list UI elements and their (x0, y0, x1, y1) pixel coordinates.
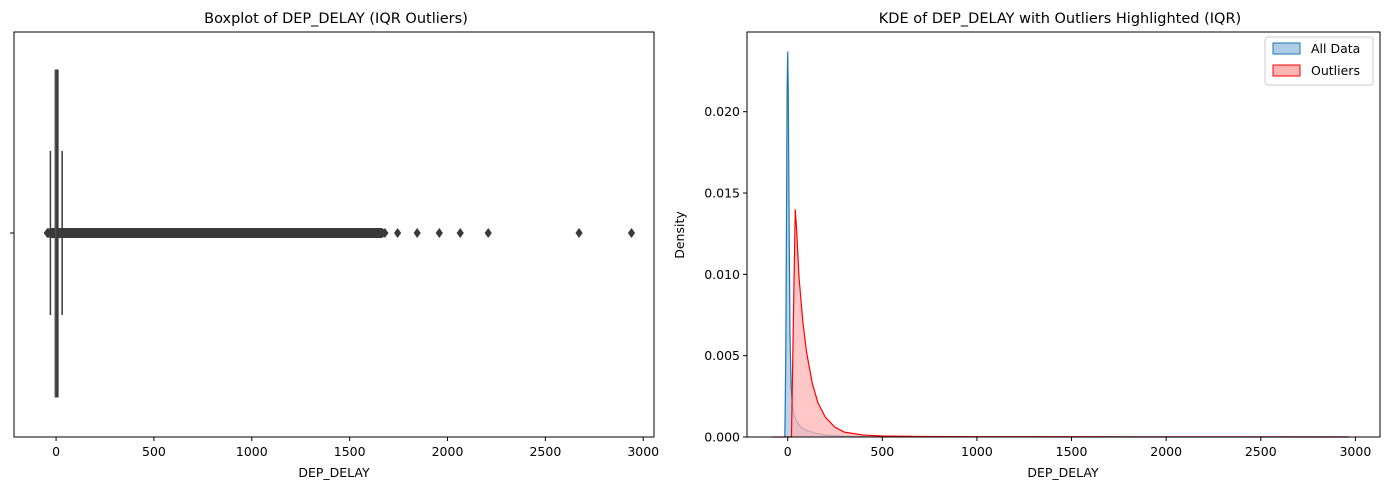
outlier-point (44, 228, 52, 238)
outlier-point (367, 228, 375, 238)
kde-ticks: 0 500 1000 1500 2000 2500 3000 0.000 0.005 0.010 0… (704, 104, 1371, 459)
outlier-point (627, 228, 636, 238)
outlier-point (322, 228, 330, 238)
kde-y-tick-label: 0.020 (704, 104, 740, 119)
outlier-point (342, 228, 350, 238)
outlier-point (377, 228, 385, 238)
kde-y-tick-label: 0.000 (704, 430, 740, 445)
kde-y-axis-label: Density (672, 211, 687, 259)
kde-y-tick-label: 0.010 (704, 267, 740, 282)
kde-plot-frame (746, 31, 1381, 438)
kde-x-tick-label: 2500 (1245, 444, 1277, 459)
kde-x-tick-label: 3000 (1339, 444, 1371, 459)
outlier-point (373, 228, 381, 238)
legend-label-all-data: All Data (1311, 41, 1360, 56)
boxplot-marks (43, 69, 636, 398)
outlier-point (484, 228, 492, 238)
outlier-point (348, 228, 356, 238)
outlier-cluster (47, 228, 385, 238)
kde-area-all-data (784, 51, 1348, 438)
kde-line-all-data (784, 51, 1348, 438)
boxplot-x-tick-label: 1500 (334, 444, 366, 459)
boxplot-x-tick-label: 500 (142, 444, 166, 459)
kde-x-tick-label: 500 (870, 444, 894, 459)
outlier-point (363, 228, 371, 238)
boxplot-x-tick-label: 1000 (236, 444, 268, 459)
kde-x-axis-label: DEP_DELAY (1027, 465, 1099, 480)
legend-label-outliers: Outliers (1311, 63, 1360, 78)
outlier-point (435, 228, 443, 238)
kde-x-tick-label: 1000 (961, 444, 993, 459)
kde-title: KDE of DEP_DELAY with Outliers Highlight… (879, 11, 1241, 27)
kde-y-tick-label: 0.015 (704, 186, 740, 201)
outlier-point (357, 228, 366, 238)
boxplot-x-tick-label: 0 (52, 444, 60, 459)
kde-legend: All Data Outliers (1264, 36, 1374, 86)
kde-x-tick-label: 1500 (1056, 444, 1088, 459)
iqr-box (54, 69, 59, 398)
outlier-point (330, 228, 338, 238)
kde-x-tick-label: 0 (784, 444, 792, 459)
outlier-point (381, 228, 389, 238)
kde-y-tick-label: 0.005 (704, 348, 740, 363)
legend-swatch-all-data (1272, 42, 1301, 55)
boxplot-x-tick-label: 2000 (432, 444, 464, 459)
kde-panel: KDE of DEP_DELAY with Outliers Highlight… (672, 11, 1381, 480)
outlier-point (456, 228, 464, 238)
kde-line-outliers (772, 209, 1350, 438)
boxplot-x-tick-label: 2500 (529, 444, 561, 459)
kde-x-tick-label: 2000 (1150, 444, 1182, 459)
boxplot-x-ticks: 0 500 1000 1500 2000 2500 3000 (52, 437, 659, 459)
outlier-point (413, 228, 421, 238)
kde-areas (772, 51, 1350, 438)
boxplot-plot-frame (13, 31, 655, 438)
outlier-point (336, 228, 344, 238)
outlier-point (394, 228, 402, 238)
outlier-point (575, 228, 583, 238)
boxplot-x-tick-label: 3000 (627, 444, 659, 459)
outlier-point (351, 228, 360, 238)
boxplot-panel: Boxplot of DEP_DELAY (IQR Outliers) 0 500… (10, 11, 659, 480)
boxplot-x-axis-label: DEP_DELAY (298, 465, 370, 480)
kde-area-outliers (772, 209, 1350, 437)
legend-swatch-outliers (1272, 64, 1301, 77)
outlier-point (316, 228, 324, 238)
boxplot-title: Boxplot of DEP_DELAY (IQR Outliers) (204, 11, 468, 27)
